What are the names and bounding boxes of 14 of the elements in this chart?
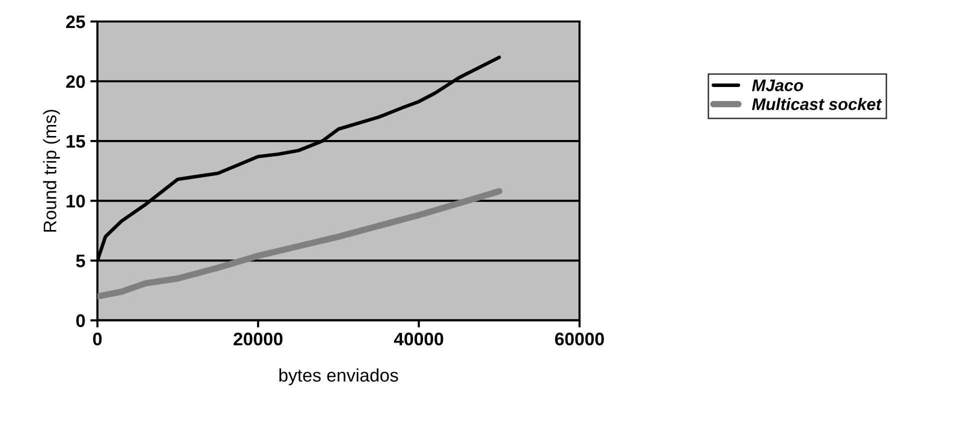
y-tick-label: 25 <box>66 15 86 28</box>
x-tick-label: 0 <box>93 332 102 346</box>
y-tick-label: 5 <box>76 254 86 268</box>
x-tick-label: 20000 <box>234 332 282 346</box>
legend-label: MJaco <box>752 80 804 92</box>
y-tick-label: 0 <box>76 314 85 328</box>
x-tick-label: 60000 <box>555 332 604 346</box>
x-tick-label: 40000 <box>394 332 444 346</box>
y-tick-label: 20 <box>66 75 85 88</box>
x-axis-title: bytes enviados <box>279 368 398 386</box>
legend-label: Multicast socket <box>752 98 882 110</box>
y-tick-label: 15 <box>66 135 86 148</box>
y-axis-title: Round trip (ms) <box>43 110 60 232</box>
y-tick-label: 10 <box>66 194 85 208</box>
